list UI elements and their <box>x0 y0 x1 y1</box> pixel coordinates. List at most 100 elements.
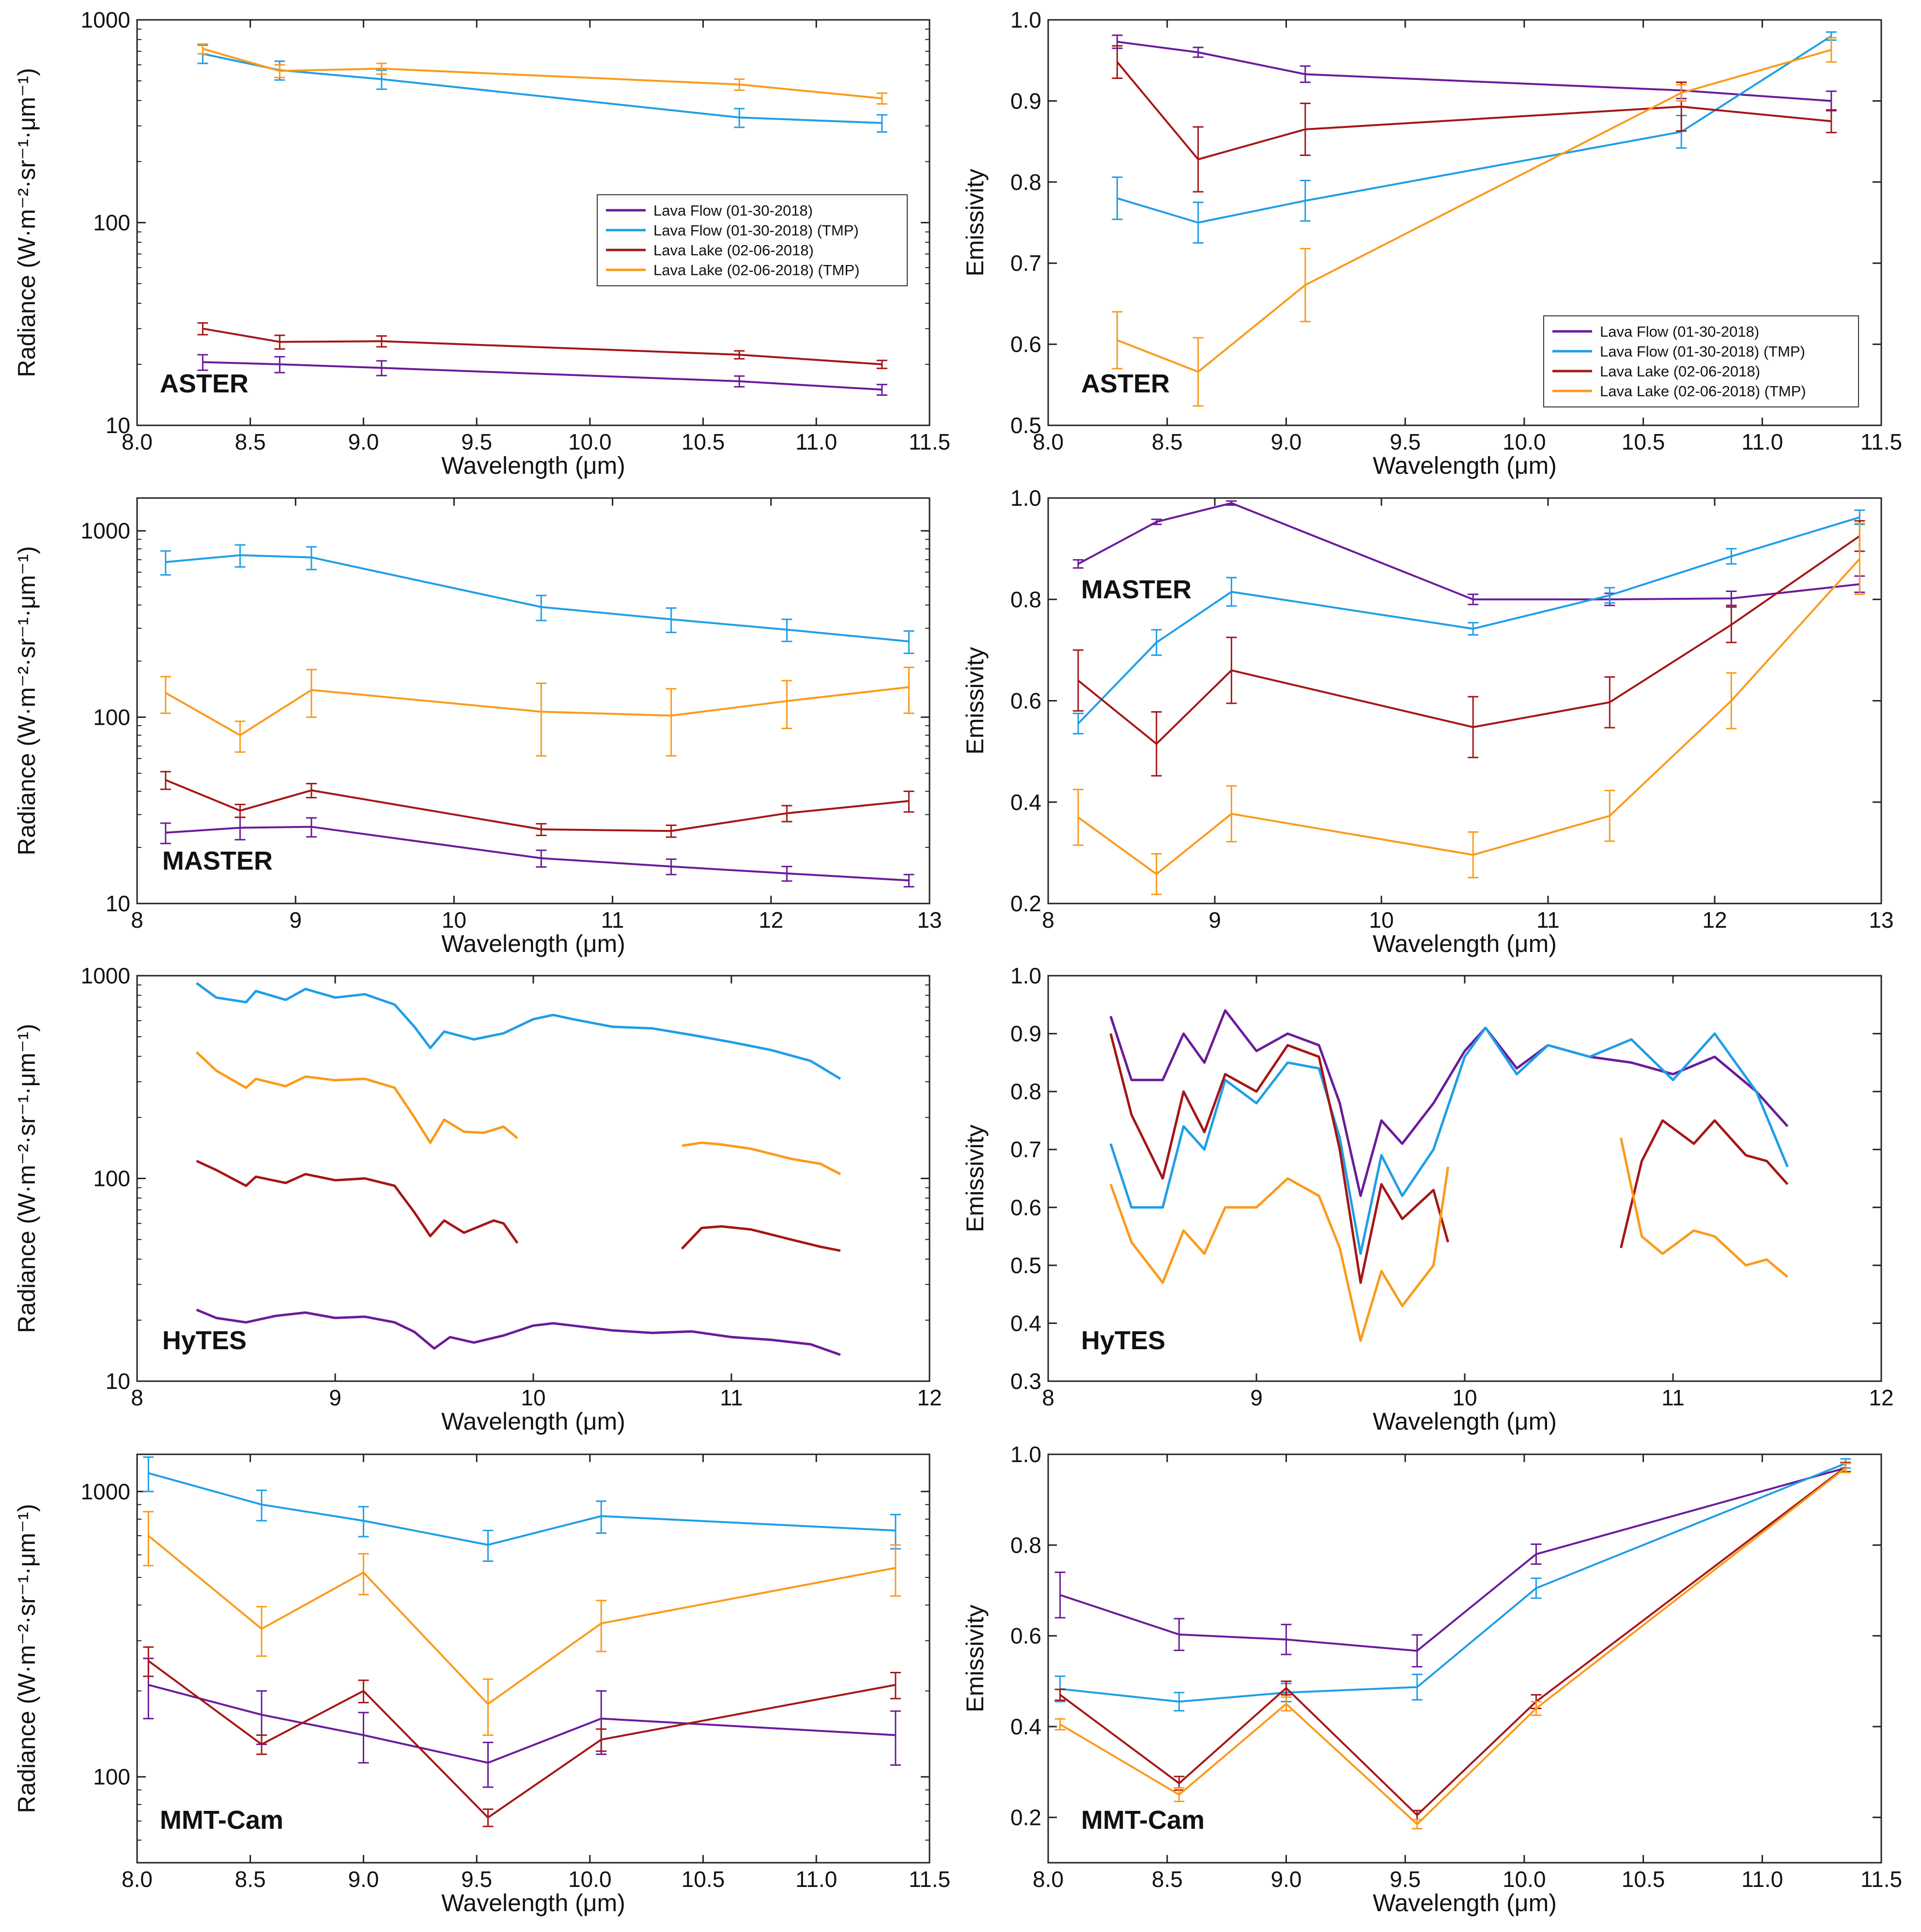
error-bar <box>1604 790 1615 842</box>
y-axis-label: Emissivity <box>961 1124 989 1232</box>
x-tick-label: 9 <box>1208 907 1221 933</box>
error-bar <box>1411 1673 1423 1701</box>
error-bar <box>274 356 285 374</box>
x-axis-label: Wavelength (μm) <box>441 1889 625 1916</box>
y-tick-label: 0.8 <box>1010 1532 1041 1558</box>
error-bar <box>1468 622 1479 636</box>
y-tick-label: 0.7 <box>1010 250 1041 276</box>
y-tick-label: 0.9 <box>1010 88 1041 113</box>
error-bar <box>1226 576 1237 607</box>
y-tick-label: 1000 <box>81 7 130 32</box>
error-bar <box>1411 1819 1423 1830</box>
error-bar <box>197 43 208 55</box>
y-tick-label: 0.4 <box>1010 1310 1041 1336</box>
x-tick-label: 9.5 <box>1390 429 1421 454</box>
x-tick-label: 9.0 <box>348 429 379 454</box>
series-line-lava-lake-tmp <box>195 1051 518 1144</box>
y-axis-label: Emissivity <box>961 647 989 754</box>
error-bar <box>890 1710 901 1766</box>
legend-entry: Lava Flow (01-30-2018) <box>1600 323 1759 340</box>
series-line-lava-flow <box>148 1683 896 1764</box>
error-bar <box>234 544 246 568</box>
error-bar <box>1604 676 1615 729</box>
plot-frame <box>136 1453 930 1864</box>
error-bar <box>1226 637 1237 704</box>
x-tick-label: 8.0 <box>122 429 153 454</box>
legend-entry: Lava Lake (02-06-2018) <box>1600 363 1760 380</box>
x-tick-label: 9.0 <box>1270 1867 1301 1892</box>
legend-entry: Lava Flow (01-30-2018) (TMP) <box>1600 343 1805 360</box>
error-bar <box>1726 672 1737 730</box>
error-bar <box>482 1808 494 1827</box>
x-tick-label: 9.5 <box>461 429 492 454</box>
error-bar <box>306 546 317 571</box>
y-axis-label: Radiance (W·m⁻²·sr⁻¹·μm⁻¹) <box>13 68 40 377</box>
error-bar <box>1411 1634 1423 1667</box>
y-tick-label: 100 <box>93 210 130 235</box>
error-bar <box>536 823 547 836</box>
error-bar <box>234 720 246 753</box>
error-bar <box>256 1489 267 1522</box>
error-bar <box>482 1529 494 1562</box>
plot-area <box>160 544 914 888</box>
error-bar <box>1072 559 1084 569</box>
error-bar <box>876 114 887 133</box>
x-tick-label: 8.5 <box>235 429 266 454</box>
x-tick-label: 11.0 <box>795 429 837 454</box>
error-bar <box>197 322 208 336</box>
series-line-lava-lake-tmp <box>202 47 882 99</box>
plot-area <box>143 1456 901 1827</box>
y-axis-label: Emissivity <box>961 169 989 276</box>
x-tick-label: 9.0 <box>1270 429 1301 454</box>
error-bar <box>734 78 745 91</box>
y-axis-label: Radiance (W·m⁻²·sr⁻¹·μm⁻¹) <box>13 546 40 855</box>
mmtcam-emissivity-chart: 8.0 8.5 9.0 9.5 10.0 10.5 11.0 11.5 0.2 0.4 0.6 0.8… <box>961 1442 1902 1916</box>
x-tick-label: 8.5 <box>1152 1867 1183 1892</box>
error-bar <box>1468 831 1479 879</box>
series-line-lava-lake <box>1620 1119 1789 1248</box>
x-axis-label: Wavelength (μm) <box>1373 930 1557 957</box>
error-bar <box>1193 47 1204 58</box>
x-tick-label: 11.5 <box>1860 1867 1902 1892</box>
error-bar <box>1174 1692 1185 1712</box>
x-axis-label: Wavelength (μm) <box>441 452 625 479</box>
error-bar <box>1726 548 1737 565</box>
error-bar <box>1151 853 1162 895</box>
series-line-lava-lake <box>196 1160 519 1244</box>
error-bar <box>903 630 914 654</box>
error-bar <box>1300 248 1311 323</box>
error-bar <box>1226 785 1237 842</box>
error-bar <box>1826 109 1837 134</box>
plot-area <box>1072 500 1865 895</box>
plot-frame <box>136 497 930 904</box>
error-bar <box>234 804 246 818</box>
error-bar <box>358 1679 369 1704</box>
error-bar <box>1300 102 1311 156</box>
error-bar <box>1072 713 1084 735</box>
error-bar <box>376 335 387 348</box>
instrument-label: MMT-Cam <box>1081 1806 1205 1835</box>
series-line-lava-flow-tmp <box>148 1472 896 1546</box>
y-tick-label: 0.2 <box>1010 1805 1041 1830</box>
y-tick-label: 10 <box>106 413 130 438</box>
x-tick-label: 11 <box>1661 1385 1685 1410</box>
x-tick-label: 9 <box>1250 1385 1263 1410</box>
error-bar <box>1676 84 1687 102</box>
error-bar <box>1151 711 1162 777</box>
error-bar <box>1193 202 1204 244</box>
error-bar <box>143 1456 154 1493</box>
y-tick-label: 1.0 <box>1010 7 1041 32</box>
x-tick-label: 11 <box>1536 907 1560 933</box>
x-tick-label: 9 <box>289 907 302 933</box>
error-bar <box>160 676 171 714</box>
error-bar <box>1112 176 1123 220</box>
legend-entry: Lava Flow (01-30-2018) <box>653 202 813 219</box>
legend: Lava Flow (01-30-2018) Lava Flow (01-30-2… <box>597 194 908 286</box>
error-bar <box>596 1500 607 1534</box>
error-bar <box>890 1671 901 1699</box>
error-bar <box>1226 500 1237 506</box>
error-bar <box>890 1513 901 1550</box>
legend-entry: Lava Lake (02-06-2018) (TMP) <box>1600 383 1806 400</box>
series-line-lava-flow <box>202 361 882 391</box>
plot-frame <box>1047 1453 1882 1864</box>
